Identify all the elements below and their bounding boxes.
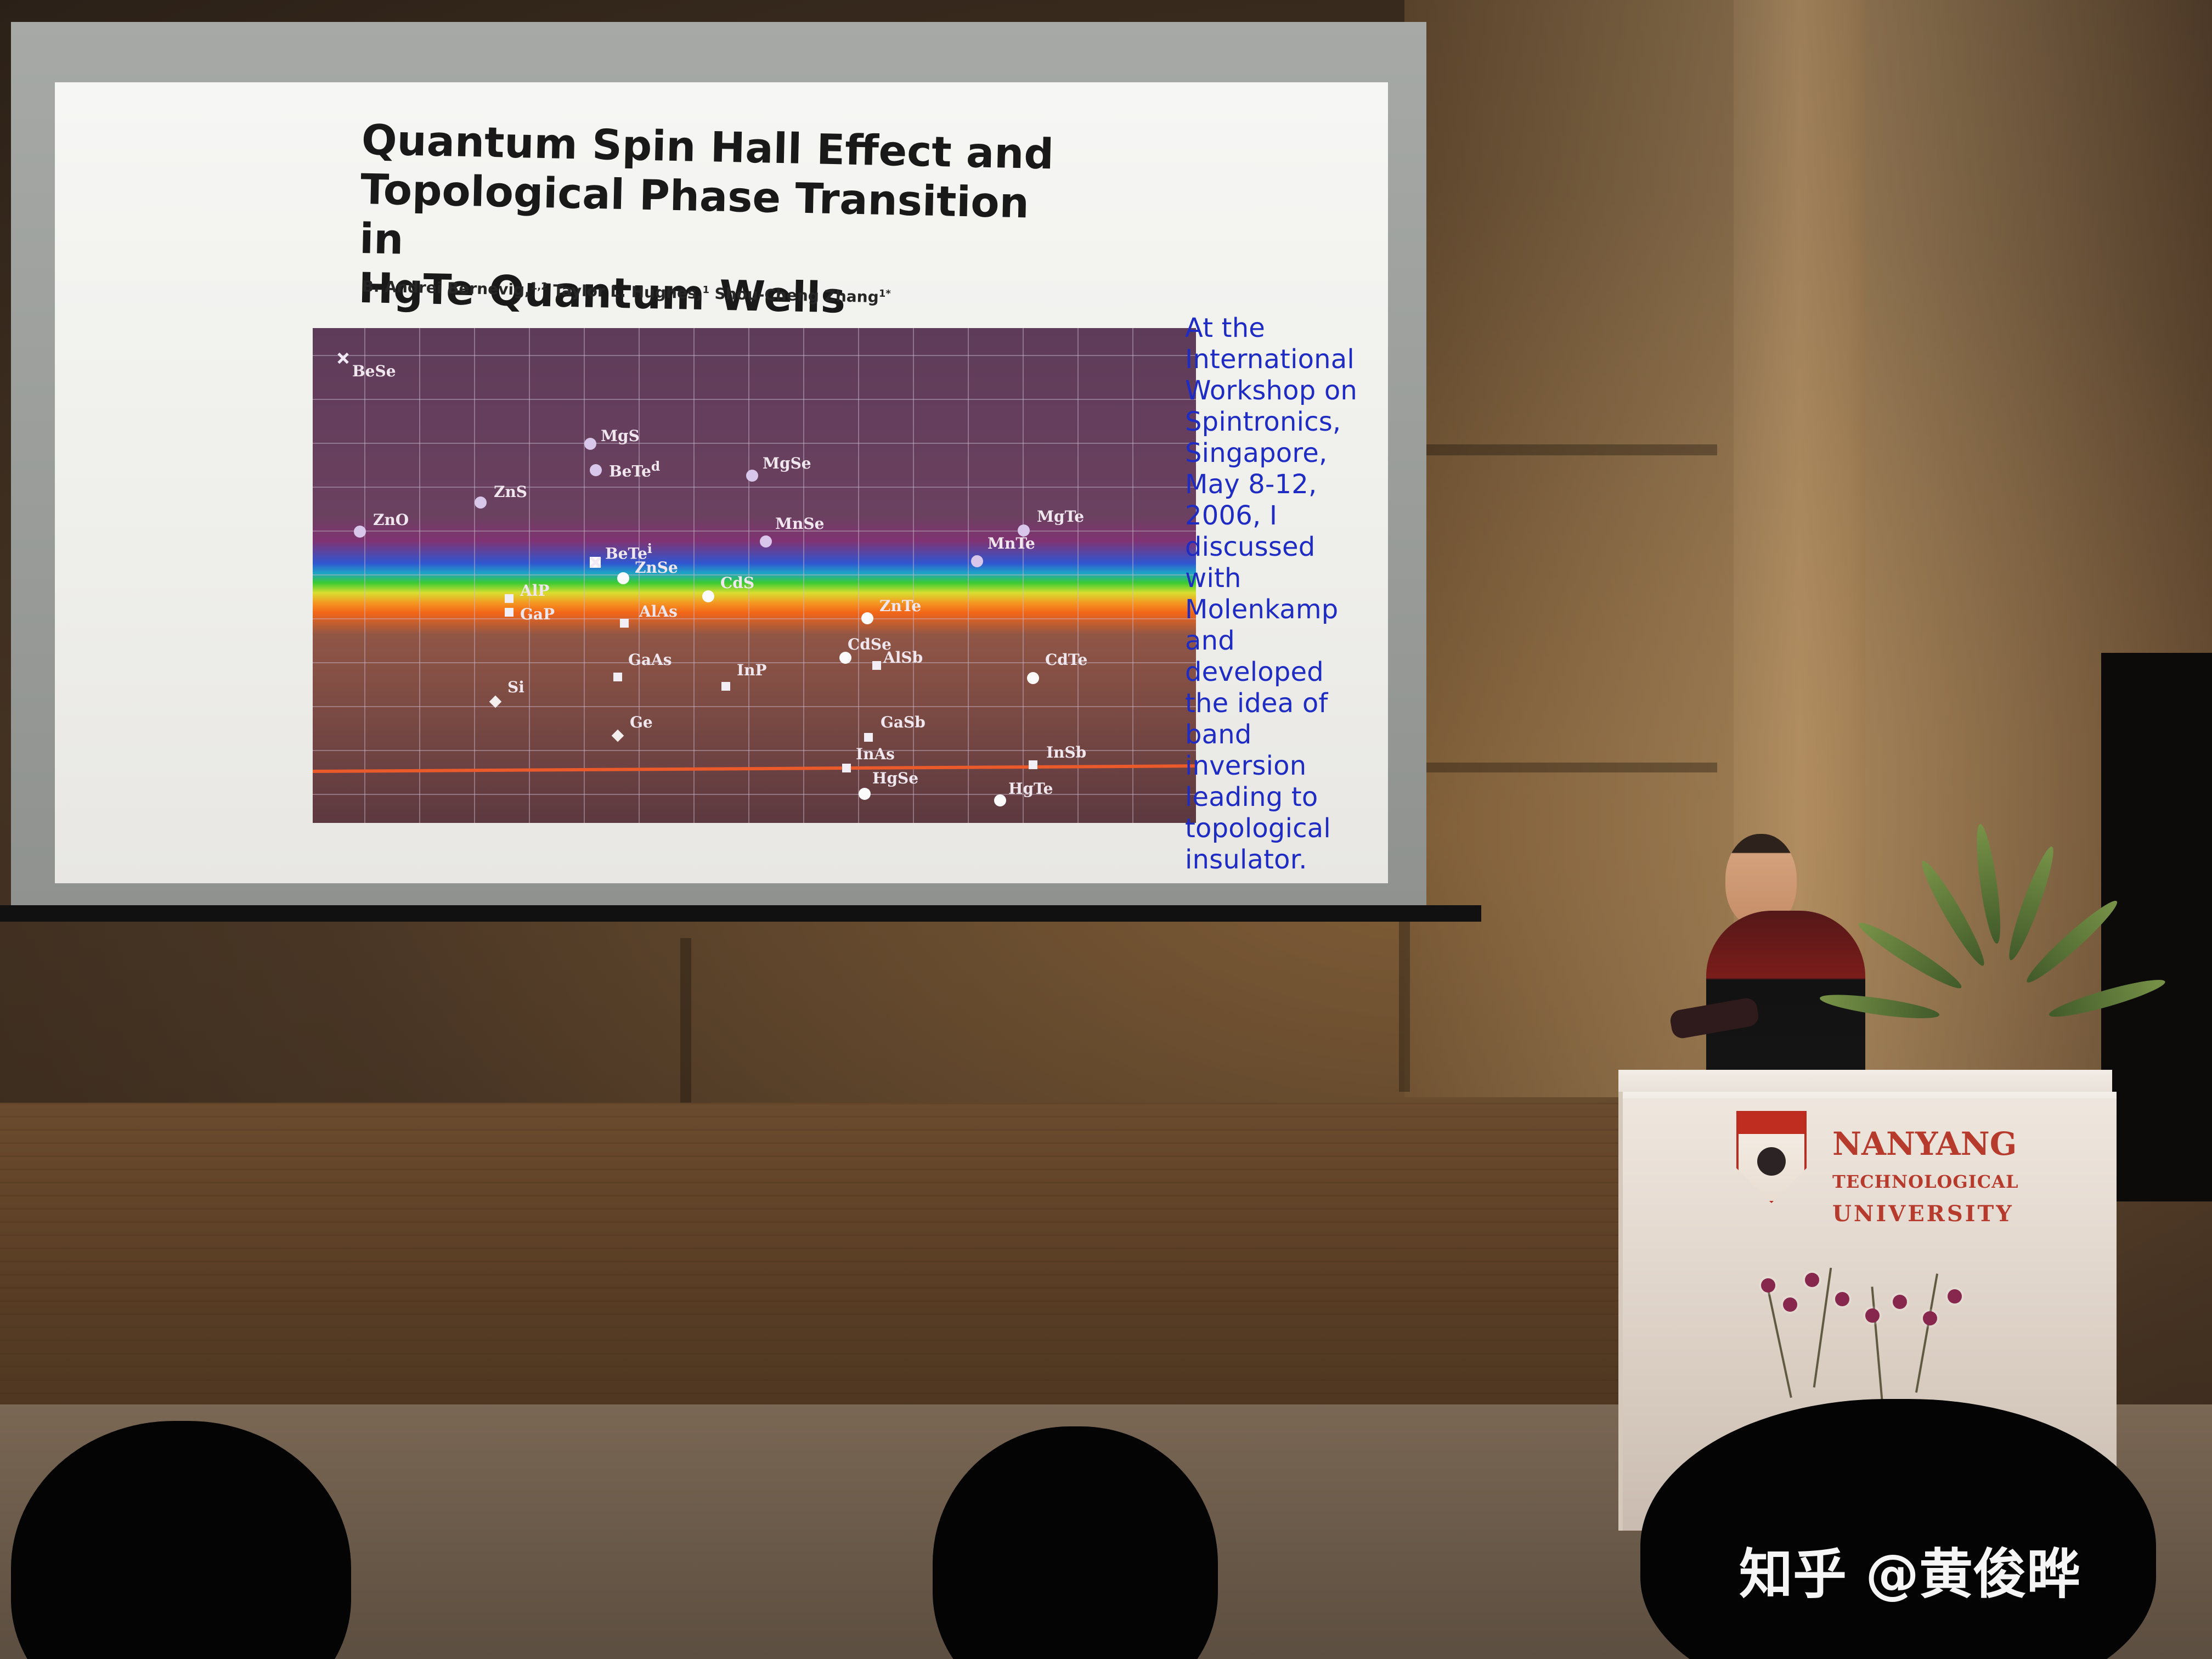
audience-head bbox=[1640, 1399, 2156, 1659]
crystal-marker bbox=[1029, 760, 1037, 769]
material-label: ZnTe bbox=[879, 597, 922, 615]
crystal-marker bbox=[859, 788, 871, 800]
crystal-marker bbox=[475, 496, 487, 509]
material-label: InSb bbox=[1046, 743, 1087, 761]
crystal-marker bbox=[1027, 672, 1039, 684]
podium-logo-line: UNIVERSITY bbox=[1832, 1201, 2014, 1227]
crystal-marker bbox=[584, 438, 596, 450]
band-gap-figure: BeSe MgS BeTed MgSe ZnS ZnO MnSe MgTe Mn… bbox=[313, 328, 1196, 823]
author-affiliation: 1 bbox=[702, 284, 710, 296]
material-label-text: BeTe bbox=[605, 544, 647, 563]
audience-head bbox=[11, 1421, 351, 1659]
material-label-text: BeTe bbox=[609, 462, 651, 481]
crystal-marker bbox=[620, 619, 629, 628]
crystal-marker bbox=[1018, 524, 1030, 537]
slide-side-note: At the International Workshop on Spintro… bbox=[1185, 313, 1358, 875]
plant-leaf bbox=[1972, 823, 2005, 945]
crystal-marker bbox=[842, 764, 851, 772]
material-label: MgTe bbox=[1037, 507, 1085, 526]
watermark-text: 知乎 @黄俊晔 bbox=[1739, 1543, 2081, 1606]
material-label-sup: i bbox=[647, 541, 652, 556]
material-label: BeTed bbox=[609, 459, 660, 480]
material-label: InP bbox=[737, 661, 767, 679]
crystal-marker bbox=[721, 682, 730, 691]
material-label: CdSe bbox=[848, 635, 891, 653]
crystal-marker bbox=[861, 612, 873, 624]
author-affiliation: 1* bbox=[878, 287, 891, 300]
crystal-marker bbox=[702, 590, 714, 602]
material-label-sup: d bbox=[651, 459, 661, 474]
material-label: GaAs bbox=[628, 651, 672, 669]
crystal-marker bbox=[590, 557, 601, 568]
material-label: Si bbox=[507, 678, 524, 696]
screen-bottom-bar bbox=[0, 905, 1481, 922]
orchid-stem bbox=[1915, 1273, 1939, 1393]
audience-head bbox=[933, 1426, 1218, 1659]
material-label: ZnO bbox=[373, 511, 409, 529]
material-label: HgTe bbox=[1008, 780, 1053, 798]
podium-logo-line: TECHNOLOGICAL bbox=[1832, 1171, 2019, 1192]
crystal-marker bbox=[872, 661, 881, 670]
material-label: MgSe bbox=[763, 454, 811, 472]
crystal-marker bbox=[590, 464, 602, 476]
crystal-marker bbox=[971, 555, 983, 567]
orchid-flower bbox=[1865, 1308, 1880, 1323]
material-label: Ge bbox=[630, 713, 653, 731]
crystal-marker bbox=[839, 652, 851, 664]
material-label: ZnSe bbox=[635, 558, 678, 577]
projection-screen: Quantum Spin Hall Effect and Topological… bbox=[11, 22, 1426, 911]
crystal-marker bbox=[864, 733, 873, 742]
material-label: MnSe bbox=[775, 515, 825, 533]
material-label: ZnS bbox=[494, 483, 528, 501]
wood-paneled-wall bbox=[0, 1103, 1646, 1454]
lecture-slide: Quantum Spin Hall Effect and Topological… bbox=[55, 82, 1388, 883]
podium-logo-text: NANYANG TECHNOLOGICAL UNIVERSITY bbox=[1832, 1116, 2068, 1236]
dark-doorway bbox=[2101, 653, 2212, 1201]
speaker bbox=[1668, 823, 1882, 1108]
author-name: Shou-Cheng Zhang bbox=[714, 284, 879, 307]
material-label: GaP bbox=[520, 605, 555, 623]
material-label: GaSb bbox=[881, 713, 926, 731]
material-label: MnTe bbox=[988, 534, 1035, 552]
orchid-flower bbox=[1835, 1292, 1849, 1306]
author-affiliation: 1,2 bbox=[530, 280, 548, 293]
material-label: CdTe bbox=[1045, 651, 1088, 669]
orchid-stem bbox=[1871, 1286, 1884, 1407]
material-label: BeTei bbox=[605, 541, 652, 562]
crystal-marker bbox=[746, 470, 758, 482]
orchid-flower bbox=[1761, 1278, 1775, 1293]
orchid-flower bbox=[1923, 1311, 1937, 1325]
crystal-marker bbox=[613, 673, 622, 681]
wall-panel-line bbox=[1410, 444, 1717, 455]
crystal-marker bbox=[994, 794, 1006, 806]
material-label: BeSe bbox=[352, 362, 396, 380]
crystal-marker bbox=[760, 535, 772, 548]
plant-leaf bbox=[2002, 844, 2060, 963]
orchid-arrangement bbox=[1756, 1256, 2008, 1443]
material-label: MgS bbox=[601, 427, 640, 445]
material-label: AlSb bbox=[883, 648, 923, 667]
crystal-marker bbox=[617, 572, 629, 584]
crystal-marker bbox=[505, 594, 514, 603]
material-label: CdS bbox=[720, 574, 755, 592]
crystal-marker bbox=[505, 608, 514, 617]
orchid-flower bbox=[1948, 1289, 1962, 1304]
podium-logo-line: NANYANG bbox=[1832, 1125, 2017, 1163]
material-label: InAs bbox=[856, 745, 895, 763]
figure-grid bbox=[313, 328, 1196, 823]
orchid-flower bbox=[1805, 1273, 1819, 1287]
material-label: HgSe bbox=[872, 769, 919, 787]
wall-panel-line bbox=[1410, 763, 1717, 772]
material-label: AlP bbox=[520, 582, 550, 600]
plant-leaf bbox=[1854, 916, 1966, 995]
wall-panel-line bbox=[680, 938, 691, 1103]
crystal-marker bbox=[354, 526, 366, 538]
orchid-flower bbox=[1893, 1295, 1907, 1309]
orchid-flower bbox=[1783, 1297, 1797, 1312]
material-label: AlAs bbox=[639, 602, 678, 620]
author-name: B. Andrei Bernevig, bbox=[362, 277, 531, 299]
crystal-marker bbox=[337, 353, 348, 364]
author-name: Taylor L. Hughes, bbox=[552, 281, 703, 303]
